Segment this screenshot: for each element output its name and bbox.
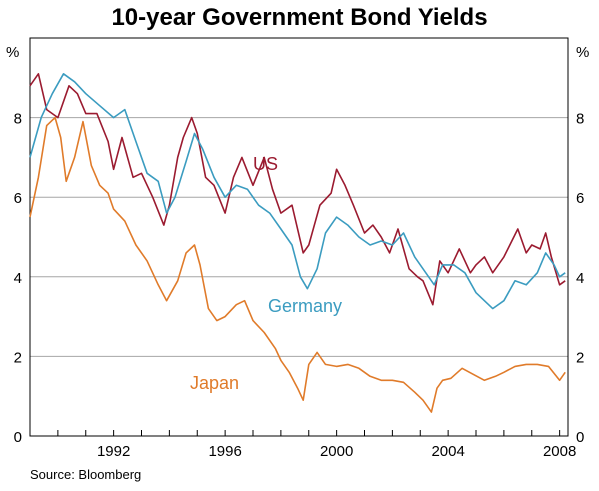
series-line-germany bbox=[29, 73, 566, 310]
axis-labels: % % 0 0 2 2 4 4 6 6 8 8 1992 1996 2000 2004 2008 bbox=[6, 44, 589, 460]
source-note: Source: Bloomberg bbox=[30, 467, 142, 482]
series-label-japan: Japan bbox=[190, 373, 239, 393]
gridlines bbox=[30, 117, 568, 357]
series-label-germany: Germany bbox=[268, 296, 342, 316]
y-unit-left: % bbox=[6, 44, 19, 61]
x-tick-label: 2008 bbox=[543, 443, 576, 460]
y-tick-label-left: 2 bbox=[14, 349, 22, 366]
chart-title: 10-year Government Bond Yields bbox=[111, 4, 488, 31]
x-tick-label: 1996 bbox=[208, 443, 241, 460]
y-tick-label-right: 6 bbox=[576, 190, 584, 207]
x-tick-label: 2000 bbox=[320, 443, 353, 460]
x-tick-label: 1992 bbox=[97, 443, 130, 460]
y-tick-label-left: 8 bbox=[14, 111, 22, 128]
y-tick-label-left: 0 bbox=[14, 429, 22, 446]
x-tick-label: 2004 bbox=[431, 443, 464, 460]
series-line-us bbox=[29, 73, 566, 306]
x-tick-marks bbox=[29, 430, 561, 436]
y-tick-label-right: 0 bbox=[576, 429, 584, 446]
y-tick-label-left: 4 bbox=[14, 270, 22, 287]
series-line-japan bbox=[29, 116, 566, 413]
y-tick-label-right: 2 bbox=[576, 349, 584, 366]
y-tick-label-right: 4 bbox=[576, 270, 584, 287]
y-tick-label-left: 6 bbox=[14, 190, 22, 207]
series-lines bbox=[29, 73, 566, 413]
series-label-us: US bbox=[253, 154, 278, 174]
y-tick-label-right: 8 bbox=[576, 111, 584, 128]
series-labels: US Germany Japan bbox=[190, 154, 342, 393]
y-unit-right: % bbox=[576, 44, 589, 61]
plot-frame bbox=[29, 37, 569, 437]
